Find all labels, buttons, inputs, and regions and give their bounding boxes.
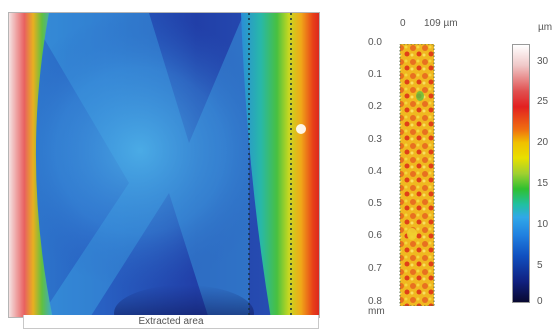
- depth-tick-6: 0.6: [368, 230, 382, 241]
- depth-tick-5: 0.5: [368, 198, 382, 209]
- scale-tick-15: 15: [537, 178, 549, 189]
- strip-x-tick-0: 0: [400, 18, 406, 29]
- extracted-strip-graphic: [399, 44, 435, 306]
- strip-x-tick-1: 109 µm: [424, 18, 458, 29]
- extracted-strip-image: [398, 44, 436, 306]
- height-map-image: [8, 12, 320, 318]
- extracted-area-caption: Extracted area: [23, 315, 319, 329]
- scale-tick-20: 20: [537, 137, 549, 148]
- scale-tick-5: 5: [537, 260, 543, 271]
- scale-tick-30: 30: [537, 56, 549, 67]
- scale-unit-label: µm: [538, 22, 553, 33]
- depth-tick-0: 0.0: [368, 37, 382, 48]
- depth-tick-7: 0.7: [368, 263, 382, 274]
- depth-tick-2: 0.2: [368, 101, 382, 112]
- depth-tick-4: 0.4: [368, 166, 382, 177]
- scale-tick-0: 0: [537, 296, 543, 307]
- depth-tick-1: 0.1: [368, 69, 382, 80]
- color-scale-bar: [512, 44, 530, 303]
- scale-tick-10: 10: [537, 219, 549, 230]
- depth-unit-label: mm: [368, 306, 385, 317]
- depth-tick-3: 0.3: [368, 134, 382, 145]
- scale-tick-25: 25: [537, 96, 549, 107]
- height-map-graphic: [9, 13, 319, 317]
- depth-tick-8: 0.8: [368, 296, 382, 307]
